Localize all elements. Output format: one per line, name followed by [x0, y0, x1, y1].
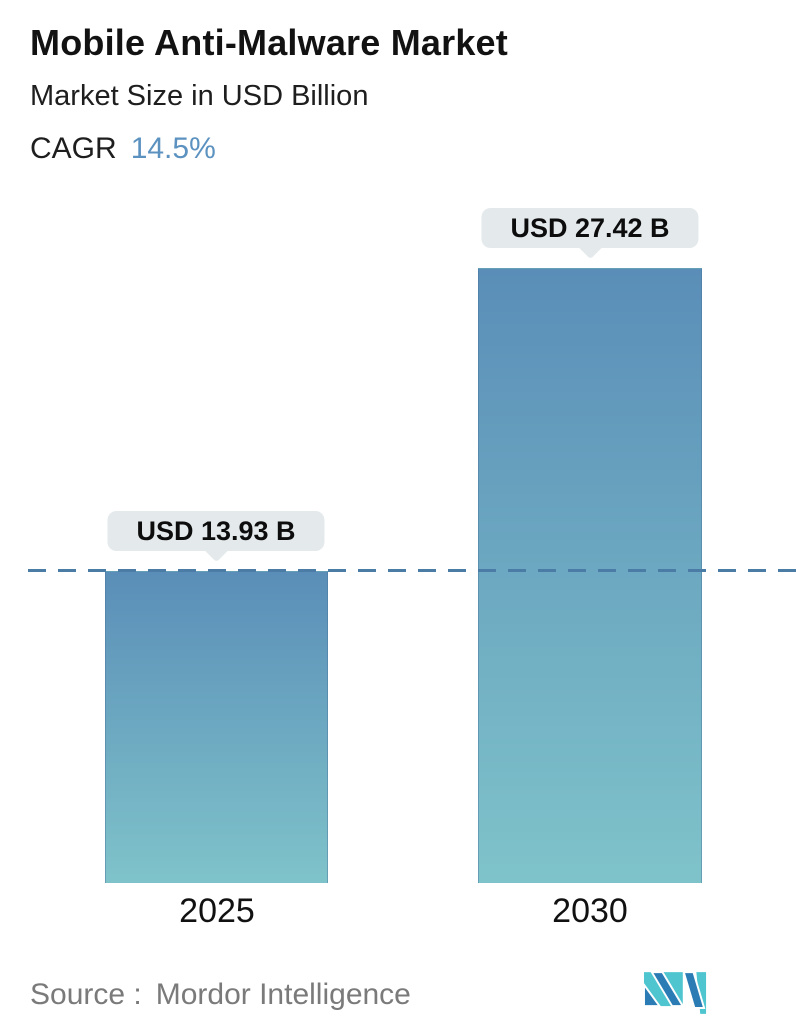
chart-subtitle: Market Size in USD Billion [30, 80, 369, 112]
value-callout-2025: USD 13.93 B [107, 511, 325, 563]
cagr-label: CAGR [30, 132, 117, 165]
value-label: USD 27.42 B [510, 213, 670, 243]
source-attribution: Source : Mordor Intelligence [30, 978, 411, 1012]
value-label: USD 13.93 B [136, 516, 296, 546]
page-title: Mobile Anti-Malware Market [30, 22, 508, 63]
x-axis-label-2030: 2030 [552, 892, 628, 930]
bar-2025 [105, 571, 328, 883]
source-label: Source : [30, 978, 142, 1011]
x-axis-label-2025: 2025 [179, 892, 255, 930]
mordor-intelligence-logo [644, 971, 707, 1014]
reference-dashed-line [28, 569, 796, 572]
cagr-row: CAGR 14.5% [30, 132, 216, 166]
cagr-value: 14.5% [130, 132, 216, 165]
bar-2030 [478, 268, 702, 883]
source-value: Mordor Intelligence [155, 978, 411, 1011]
value-callout-2030: USD 27.42 B [481, 208, 699, 260]
